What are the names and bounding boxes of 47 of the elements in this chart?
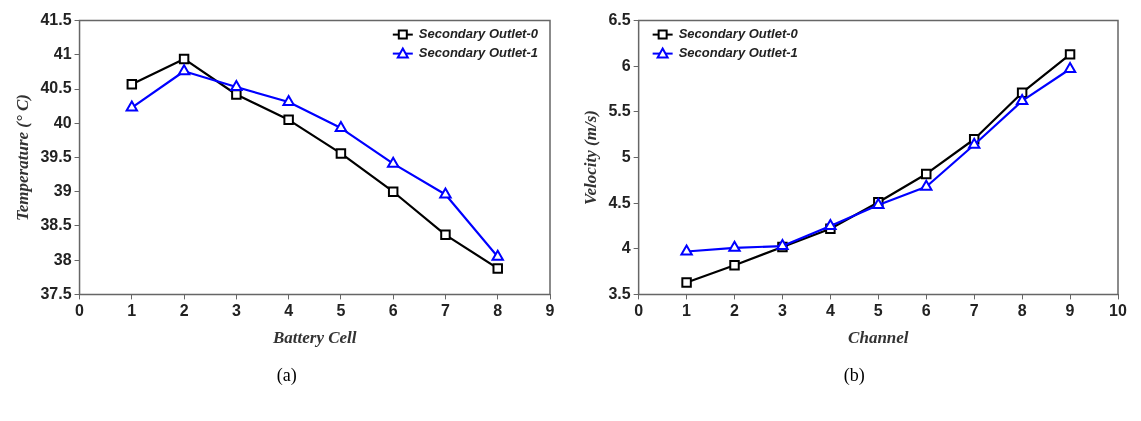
legend-label: Secondary Outlet-1 — [419, 45, 539, 61]
y-tick-label: 39 — [53, 182, 72, 200]
x-tick-label: 2 — [729, 302, 739, 320]
legend-label: Secondary Outlet-0 — [678, 26, 799, 42]
x-tick-label: 3 — [777, 302, 787, 320]
y-axis-title: Temperature (° C) — [12, 93, 32, 222]
x-tick-label: 5 — [873, 302, 883, 320]
x-tick-label: 0 — [75, 302, 85, 320]
x-tick-label: 7 — [441, 302, 451, 320]
y-tick-label: 4.5 — [608, 193, 631, 211]
y-tick-label: 37.5 — [40, 284, 72, 302]
x-tick-label: 4 — [284, 302, 294, 320]
y-tick-label: 3.5 — [608, 284, 631, 302]
y-tick-label: 6.5 — [608, 11, 631, 29]
x-tick-label: 0 — [633, 302, 643, 320]
y-tick-label: 41 — [53, 45, 72, 63]
legend-label: Secondary Outlet-0 — [419, 26, 540, 42]
y-tick-label: 41.5 — [40, 11, 72, 29]
y-tick-label: 39.5 — [40, 147, 72, 165]
x-tick-label: 2 — [179, 302, 189, 320]
legend-label: Secondary Outlet-1 — [678, 45, 798, 61]
x-tick-label: 8 — [493, 302, 503, 320]
x-tick-label: 7 — [969, 302, 979, 320]
x-tick-label: 4 — [825, 302, 835, 320]
x-tick-label: 10 — [1108, 302, 1127, 320]
text: (a) — [276, 365, 297, 386]
x-axis-title: Channel — [847, 328, 909, 348]
y-tick-label: 40 — [53, 113, 72, 131]
x-tick-label: 9 — [1065, 302, 1075, 320]
x-tick-label: 8 — [1017, 302, 1027, 320]
y-axis-title: Velocity (m/s) — [580, 110, 600, 205]
text: (b) — [843, 365, 865, 386]
x-tick-label: 6 — [388, 302, 398, 320]
y-tick-label: 40.5 — [40, 79, 72, 97]
x-tick-label: 9 — [545, 302, 555, 320]
y-tick-label: 6 — [621, 56, 631, 74]
x-axis-title: Battery Cell — [272, 328, 358, 348]
y-tick-label: 4 — [621, 239, 631, 257]
x-tick-label: 3 — [232, 302, 242, 320]
x-tick-label: 1 — [127, 302, 137, 320]
y-tick-label: 5.5 — [608, 102, 631, 120]
y-tick-label: 38 — [53, 250, 72, 268]
y-tick-label: 38.5 — [40, 216, 72, 234]
y-tick-label: 5 — [621, 147, 631, 165]
x-tick-label: 5 — [336, 302, 346, 320]
x-tick-label: 1 — [681, 302, 691, 320]
x-tick-label: 6 — [921, 302, 931, 320]
